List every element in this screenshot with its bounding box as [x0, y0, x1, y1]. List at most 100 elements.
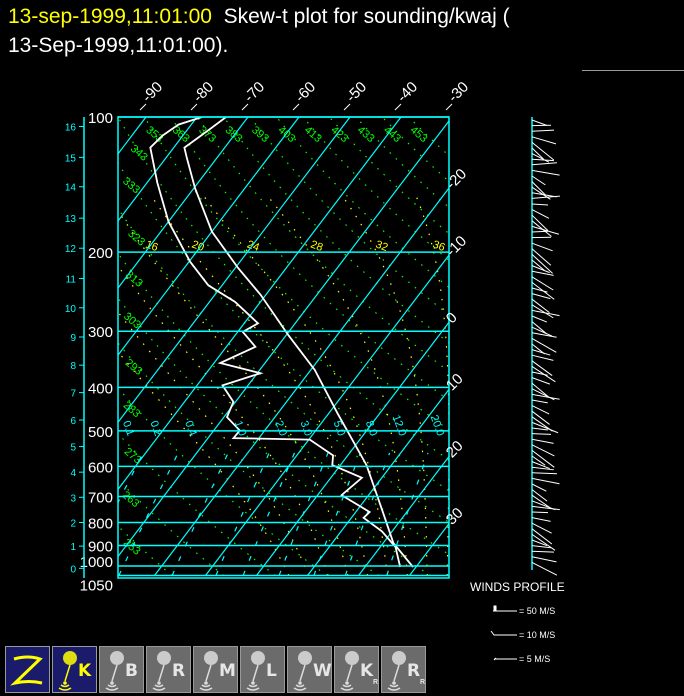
wind-barb: [531, 254, 553, 274]
mixing-ratio-label: 8.0: [363, 419, 380, 437]
dry-adiabat-label: 403: [276, 124, 298, 145]
toolbar-button-1[interactable]: K: [52, 646, 97, 693]
moist-adiabat-line: [118, 209, 349, 576]
moist-adiabat-label: 20: [190, 239, 206, 254]
wind-barb: [531, 214, 549, 231]
pressure-label: 200: [88, 245, 113, 262]
wind-barb: [531, 393, 560, 400]
wind-barb: [531, 349, 551, 356]
height-label: 11: [66, 275, 77, 286]
wind-barb: [531, 511, 549, 514]
wind-barb: [531, 276, 554, 291]
height-label: 8: [70, 361, 76, 372]
toolbar-button-3[interactable]: R: [146, 646, 191, 693]
mixing-ratio-label: 5.0: [331, 419, 348, 437]
wind-barb: [531, 332, 557, 338]
dry-adiabat-label: 433: [355, 124, 377, 145]
isotherm-label-top: -70: [241, 78, 268, 105]
barb-5-icon: [493, 657, 517, 661]
height-label: 14: [65, 183, 77, 194]
toolbar-button-0[interactable]: [5, 646, 50, 693]
dry-adiabat-line: [118, 252, 449, 556]
moist-adiabat-label: 16: [144, 239, 160, 254]
isotherm-line: [118, 117, 402, 491]
dry-adiabat-label: 353: [143, 124, 165, 145]
toolbar-button-label: K: [360, 661, 374, 681]
wind-barb: [531, 405, 550, 415]
wind-barb: [531, 556, 557, 563]
dry-adiabat-label: 393: [249, 124, 271, 145]
dry-adiabat-label: 253: [121, 537, 143, 558]
height-label: 6: [70, 416, 76, 427]
toolbar-button-sublabel: R: [373, 679, 379, 686]
wind-barb: [531, 354, 554, 361]
moist-adiabat-label: 32: [374, 239, 390, 254]
wind-barb: [531, 315, 548, 323]
toolbar-button-label: K: [78, 661, 92, 681]
toolbar-button-label: M: [219, 661, 236, 681]
pressure-label: 1050: [80, 578, 113, 595]
balloon-icon: [387, 651, 406, 691]
dry-adiabat-label: 293: [123, 357, 145, 378]
dry-adiabat-label: 263: [120, 489, 142, 510]
title-text: Skew-t plot for sounding/kwaj (: [211, 5, 510, 28]
wind-barb: [531, 242, 553, 252]
isotherm-line: [118, 117, 198, 222]
wind-barb: [531, 326, 553, 337]
moist-adiabat-line: [341, 195, 428, 576]
wind-legend: WINDS PROFILE = 50 M/S = 10 M/S = 5 M/S: [470, 580, 565, 664]
wind-barb: [531, 483, 547, 492]
title-date: 13-sep-1999,11:01:00: [8, 5, 212, 28]
toolbar-button-label: B: [125, 661, 138, 681]
pressure-label: 100: [88, 110, 113, 127]
balloon-icon: [58, 651, 77, 691]
toolbar-button-6[interactable]: W: [287, 646, 332, 693]
isotherm-line: [0, 117, 95, 576]
dry-adiabat-label: 343: [128, 143, 150, 164]
wind-barb: [531, 377, 551, 385]
pressure-label: 700: [88, 489, 113, 506]
wind-barb: [531, 494, 551, 509]
isotherm-label-right: 20: [443, 437, 467, 461]
wind-barb: [531, 203, 548, 206]
wind-barb: [531, 230, 549, 233]
wind-barb: [531, 545, 551, 549]
toolbar-button-2[interactable]: B: [99, 646, 144, 693]
toolbar-button-5[interactable]: L: [240, 646, 285, 693]
isotherm-label-right: 30: [443, 505, 467, 529]
wind-barb: [531, 265, 550, 274]
dry-adiabat-line: [118, 161, 449, 492]
wind-barb: [531, 293, 551, 300]
isotherm-label-top: -30: [445, 78, 472, 105]
wind-legend-5: = 5 M/S: [519, 654, 550, 664]
wind-barb: [531, 382, 550, 398]
height-label: 9: [70, 333, 76, 344]
isotherm-line: [118, 117, 300, 357]
isotherm-label-top: -40: [394, 78, 421, 105]
wind-barb: [531, 371, 548, 376]
pressure-label: 1000: [80, 554, 113, 571]
toolbar-button-4[interactable]: M: [193, 646, 238, 693]
dry-adiabat-label: 373: [196, 124, 218, 145]
isotherm-label-right: -20: [443, 166, 470, 193]
wind-barb: [531, 169, 560, 176]
isotherm-tick: [394, 103, 402, 111]
dry-adiabat-label: 413: [302, 124, 324, 145]
mixing-ratio-line: [118, 452, 179, 576]
wind-barb: [531, 225, 560, 235]
dry-adiabat-line: [170, 117, 449, 402]
moist-adiabat-label: 28: [309, 239, 325, 254]
dry-adiabat-line: [118, 478, 224, 576]
wind-barb: [531, 528, 553, 545]
isotherm-tick: [139, 103, 147, 111]
isotherm-label-top: -80: [190, 78, 217, 105]
wind-barb: [531, 270, 554, 276]
moist-adiabat-line: [118, 311, 310, 576]
wind-barb: [531, 309, 560, 317]
wind-barb: [531, 337, 557, 353]
wind-barb: [531, 477, 560, 485]
wind-barb: [531, 129, 554, 132]
